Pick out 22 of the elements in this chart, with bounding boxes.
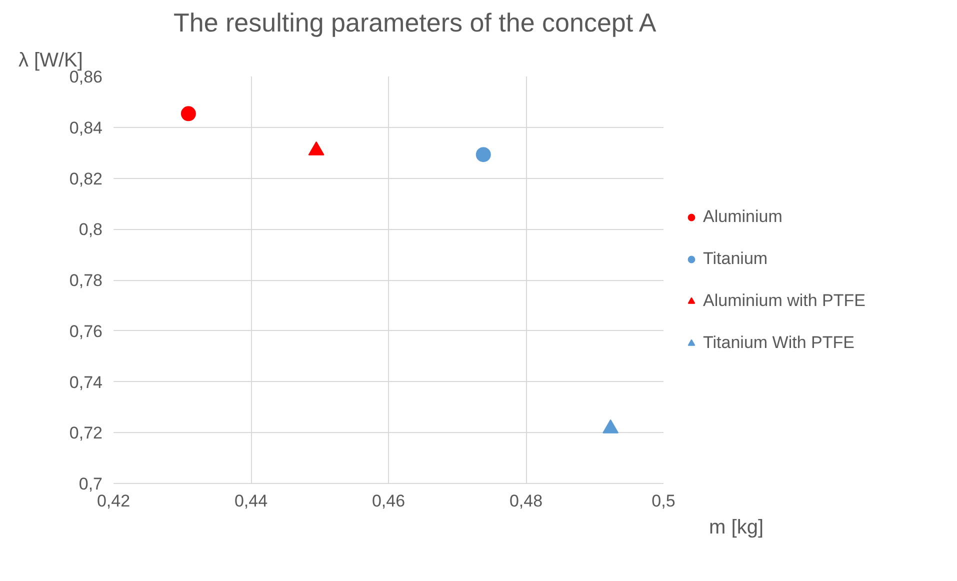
y-tick-label: 0,76 [69,322,103,341]
point [180,106,196,122]
legend-label: Aluminium with PTFE [703,290,866,310]
chart-title: The resulting parameters of the concept A [174,8,657,38]
y-tick-label: 0,78 [69,271,103,290]
point [476,147,491,162]
legend-label: Titanium [703,248,768,268]
point [602,419,619,434]
y-tick-label: 0,8 [78,220,103,240]
x-tick-label: 0,42 [96,492,130,510]
y-tick-label: 0,72 [69,424,103,443]
x-tick-label: 0,44 [234,492,268,510]
legend-label: Aluminium [703,206,782,226]
y-tick-label: 0,82 [69,169,103,188]
y-tick-label: 0,74 [69,372,103,392]
y-tick-label: 0,7 [78,474,103,494]
x-tick-label: 0,5 [652,492,676,510]
y-tick-label: 0,84 [69,118,103,138]
x-tick-label: 0,48 [509,492,543,510]
legend-label: Titanium With PTFE [703,332,854,352]
x-tick-label: 0,46 [372,492,406,510]
x-axis-title: m [kg] [709,516,764,538]
